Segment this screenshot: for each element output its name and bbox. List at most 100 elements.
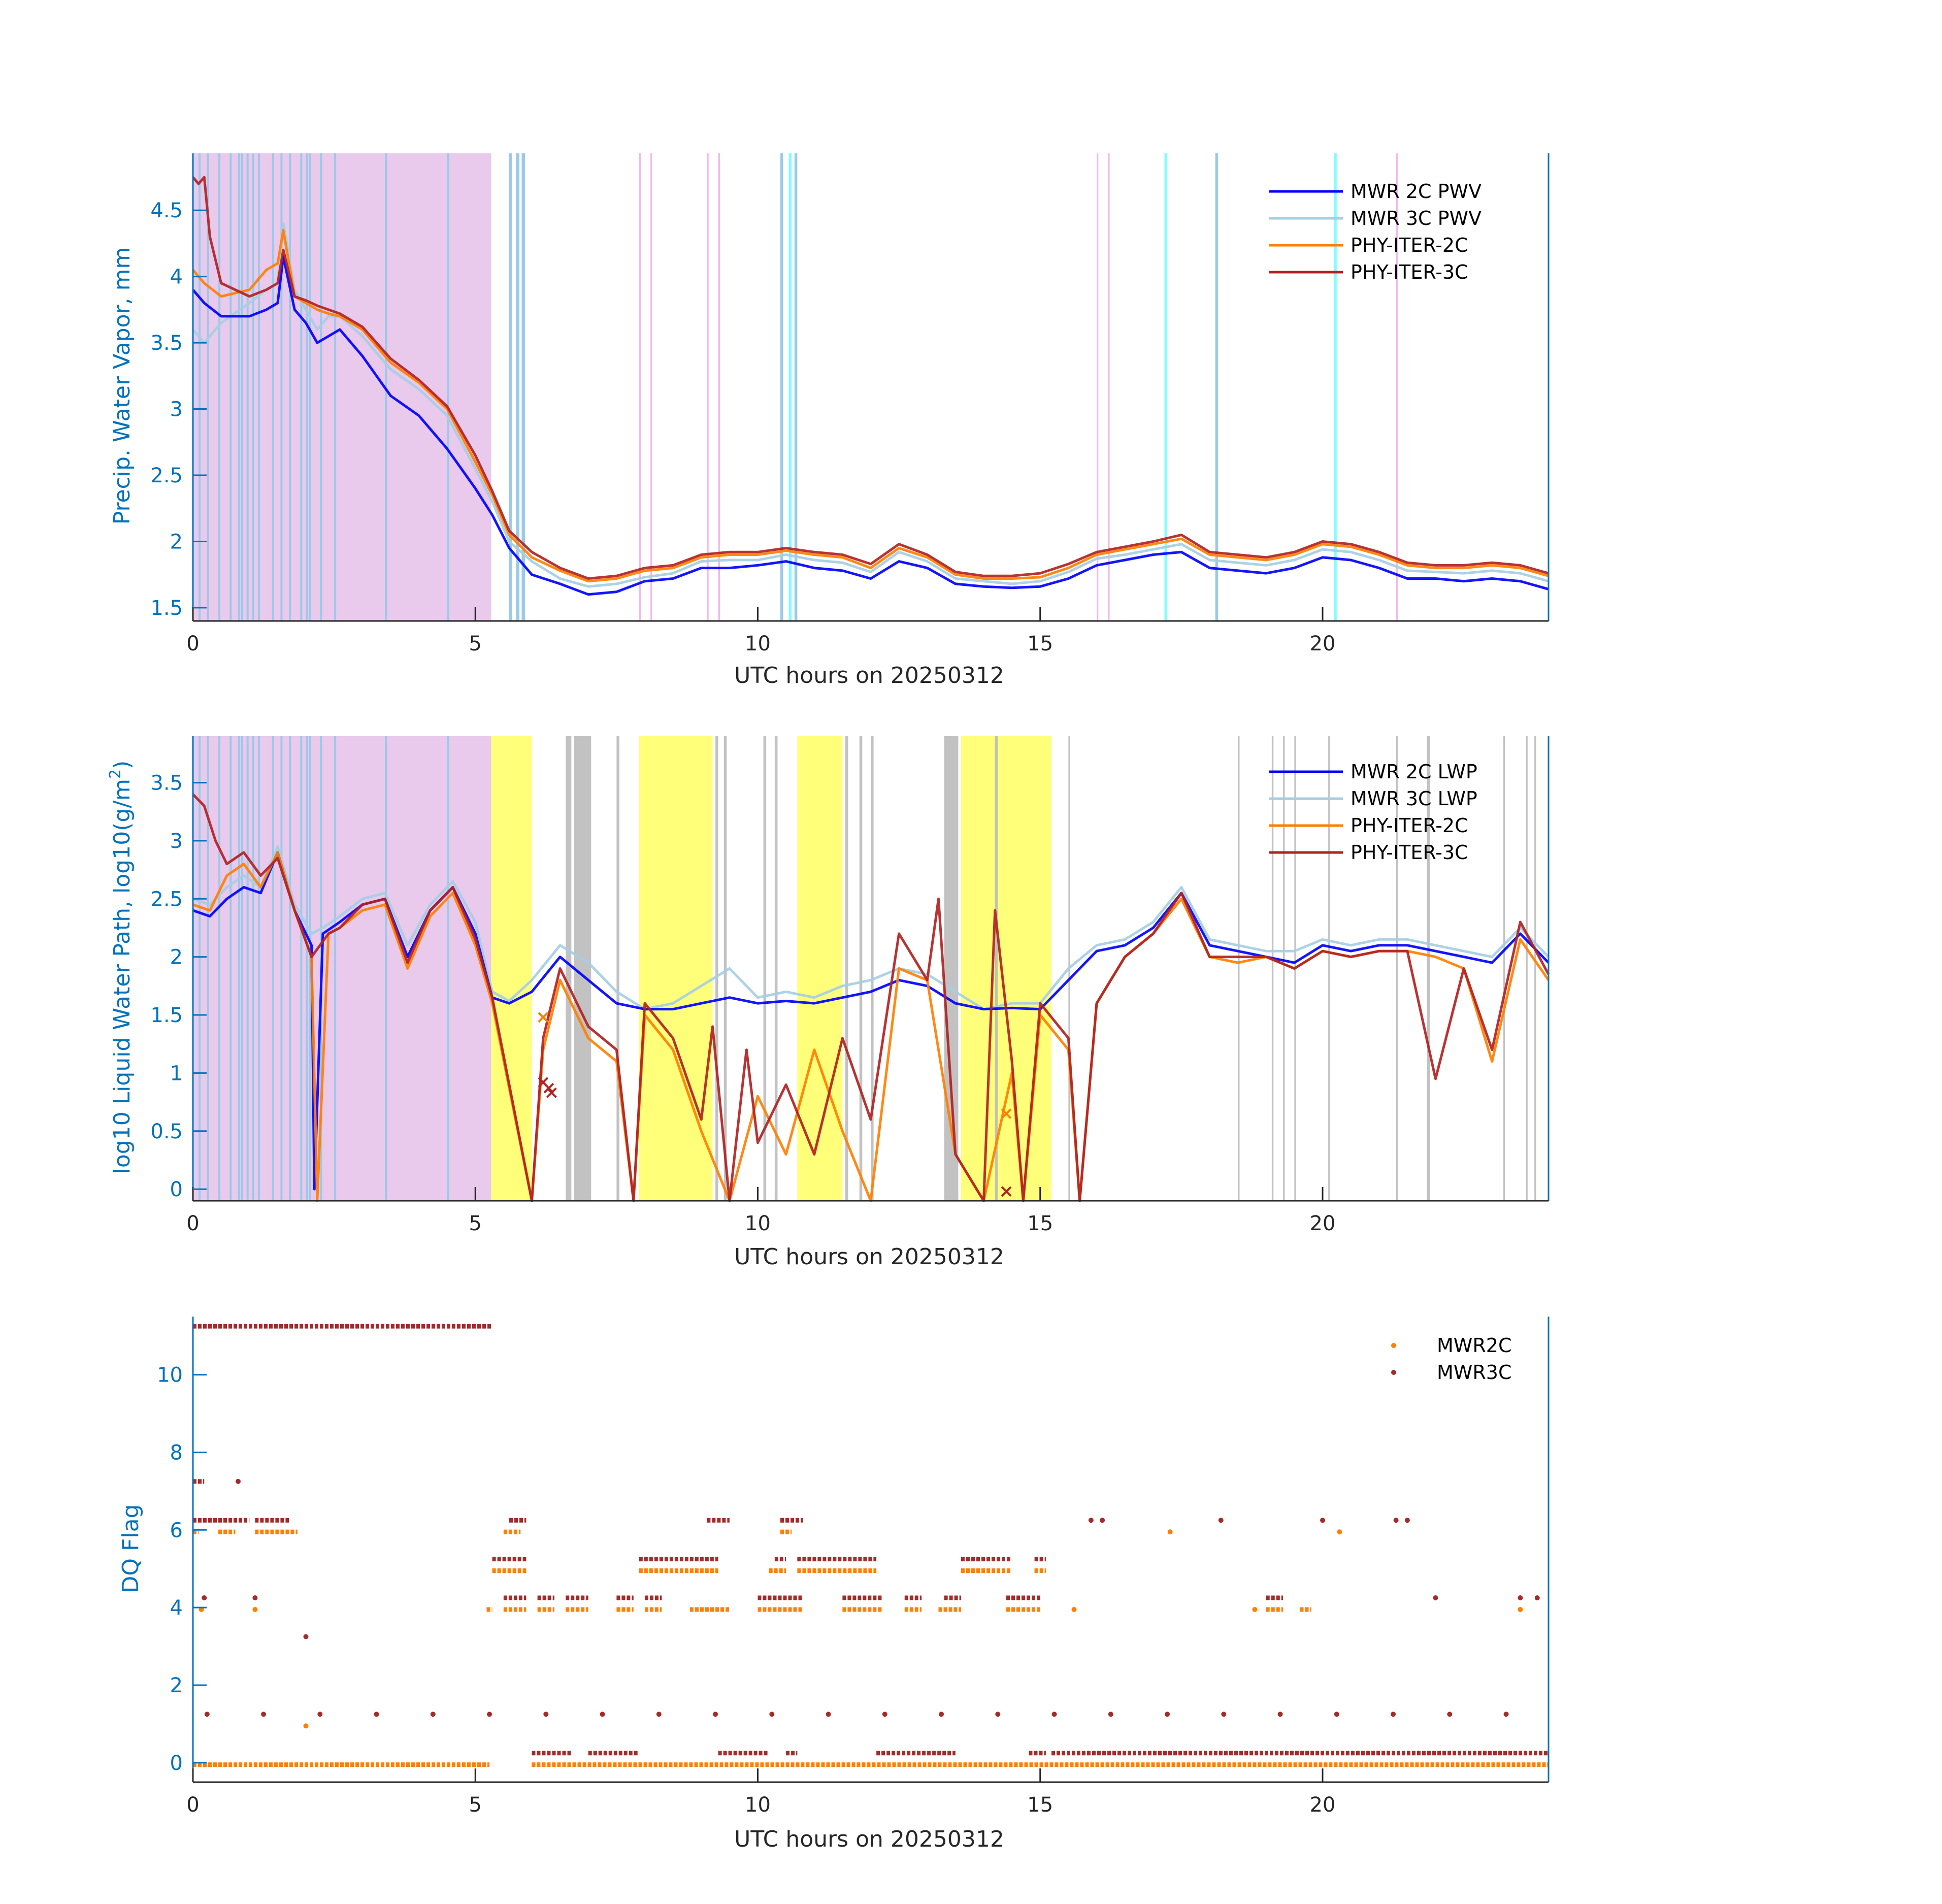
lwp-xtick-label-0: 0 [186,1212,199,1235]
pwv-shade-stripe-18 [447,153,449,621]
lwp-shade-band-4 [616,736,619,1201]
lwp-shade-stripe-2 [218,736,221,1201]
dq-point-1-13 [826,1712,831,1717]
lwp-shade-stripe-12 [300,736,303,1201]
pwv-xtick-label-3: 15 [1027,632,1053,655]
dq-xtick-label-2: 10 [745,1793,771,1817]
pwv-panel: 0 5 10 15 20 1.5 2 2.5 3 3.5 4 4.5 UTC hours on 202… [109,153,1550,688]
lwp-marker-0-1 [1001,1108,1012,1119]
lwp-shade-stripe-4 [238,736,240,1201]
dq-point-1-31 [1404,1518,1410,1523]
dq-point-1-10 [656,1712,662,1717]
lwp-shade-stripe-7 [252,736,254,1201]
dq-point-1-0 [236,1479,241,1484]
lwp-shade-stripe-9 [272,736,274,1201]
dq-legend-label-1: MWR2C [1437,1334,1511,1357]
dq-ytick-label-5: 10 [157,1364,183,1387]
pwv-shade-band-7 [718,153,720,621]
pwv-shade-band-14 [1215,153,1219,621]
pwv-ytick-label-5: 4 [170,266,183,289]
dq-point-1-29 [1320,1518,1325,1523]
dq-point-1-19 [1165,1712,1170,1717]
dq-point-1-18 [1108,1712,1113,1717]
lwp-ytick-label-5: 2.5 [150,888,183,911]
lwp-legend: MWR 2C LWP MWR 3C LWP PHY-ITER-2C PHY-IT… [1269,761,1477,864]
dq-point-1-4 [317,1712,323,1717]
lwp-shade-band-16 [995,736,998,1201]
lwp-ylabel-main: log10 Liquid Water Path, log10(g/m [109,779,135,1174]
pwv-shade-stripe-7 [252,153,254,621]
pwv-ytick-label-4: 3.5 [150,332,183,355]
dq-point-1-20 [1221,1712,1227,1717]
lwp-xtick-label-3: 15 [1027,1212,1053,1235]
pwv-shade-stripe-12 [300,153,303,621]
dq-point-1-25 [1503,1712,1509,1717]
dq-ytick-label-0: 0 [170,1752,183,1775]
lwp-ytick-label-7: 3.5 [150,772,183,795]
dq-point-0-1 [1167,1529,1173,1535]
lwp-shade-band-1 [491,736,532,1201]
dq-ytick-label-4: 8 [170,1441,183,1464]
dq-axes: 0 5 10 15 20 0 2 4 6 8 10 [157,1317,1550,1817]
lwp-legend-label-2: MWR 3C LWP [1351,787,1477,810]
lwp-shade-band-7 [723,736,727,1201]
lwp-shade-band-15 [961,736,1051,1201]
dq-ytick-label-1: 2 [170,1674,183,1697]
pwv-legend-label-3: PHY-ITER-2C [1351,234,1468,256]
lwp-shade-stripe-1 [207,736,209,1201]
pwv-xtick-label-0: 0 [186,632,199,655]
pwv-shading [193,153,1398,621]
pwv-series-lines [192,176,1549,596]
lwp-shade-band-25 [1503,736,1505,1201]
pwv-shade-band-12 [1108,153,1110,621]
lwp-shade-stripe-8 [257,736,260,1201]
dq-point-1-8 [543,1712,549,1717]
pwv-axes: 0 5 10 15 20 1.5 2 2.5 3 3.5 4 4.5 [150,153,1550,655]
pwv-shade-stripe-3 [229,153,232,621]
dq-point-1-24 [1447,1712,1453,1717]
pwv-shade-band-8 [780,153,783,621]
lwp-ytick-label-0: 0 [170,1178,183,1201]
pwv-shade-stripe-9 [272,153,274,621]
dq-point-1-28 [1218,1518,1224,1523]
dq-legend: MWR2C MWR3C [1391,1334,1511,1384]
lwp-shade-band-6 [715,736,718,1201]
lwp-panel: 0 5 10 15 20 0 0.5 1 1.5 2 2.5 3 3.5 UTC hours on 20… [107,736,1550,1270]
pwv-shade-band-0 [193,153,491,621]
dq-point-1-27 [1100,1518,1105,1523]
pwv-ytick-label-6: 4.5 [150,199,183,222]
dq-point-1-33 [252,1595,258,1601]
lwp-shade-stripe-17 [385,736,387,1201]
lwp-ytick-label-2: 1 [170,1062,183,1085]
lwp-ytick-label-4: 2 [170,946,183,969]
dq-point-0-7 [1518,1606,1523,1612]
lwp-shade-band-23 [1396,736,1398,1201]
lwp-series-line-3 [192,793,1550,1202]
pwv-shade-band-9 [788,153,792,621]
dq-point-1-23 [1391,1712,1396,1717]
dq-xtick-label-1: 5 [469,1793,482,1817]
pwv-xlabel: UTC hours on 20250312 [734,663,1004,688]
dq-point-1-14 [882,1712,887,1717]
dq-point-1-7 [487,1712,492,1717]
pwv-shade-band-11 [1097,153,1099,621]
dq-panel: 0 5 10 15 20 0 2 4 6 8 10 UTC hours on 20250312 DQ… [118,1317,1550,1852]
lwp-marker-1-3 [1001,1186,1012,1197]
lwp-ylabel: log10 Liquid Water Path, log10(g/m2) [107,761,135,1174]
dq-legend-label-2: MWR3C [1437,1361,1511,1384]
dq-ytick-label-3: 6 [170,1519,183,1542]
lwp-xlabel: UTC hours on 20250312 [734,1244,1004,1270]
lwp-shade-band-8 [763,736,767,1201]
dq-point-0-5 [1071,1606,1077,1612]
dq-point-1-32 [202,1595,207,1601]
pwv-shade-stripe-5 [241,153,243,621]
dq-scatter-points [193,1324,1549,1767]
pwv-shade-stripe-0 [199,153,201,621]
pwv-shade-band-4 [639,153,641,621]
dq-legend-marker-1 [1391,1343,1396,1348]
lwp-ytick-label-1: 0.5 [150,1120,183,1143]
dq-point-1-17 [1051,1712,1057,1717]
pwv-ylabel: Precip. Water Vapor, mm [109,247,135,525]
lwp-shade-stripe-10 [280,736,283,1201]
